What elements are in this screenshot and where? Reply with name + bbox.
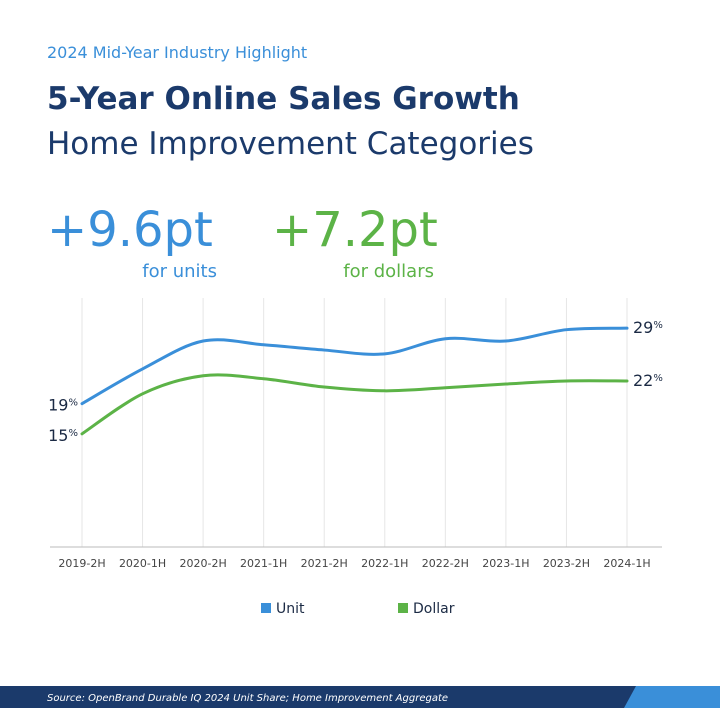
x-tick-label: 2022-2H [422,557,469,570]
legend-label: Dollar [413,601,455,617]
highlight-value: +9.6pt [47,202,213,258]
highlight-caption: for dollars [343,261,434,282]
chart-title: 5-Year Online Sales Growth [47,81,520,117]
x-tick-label: 2021-1H [240,557,287,570]
data-label: 29% [633,318,663,337]
series-line [80,326,629,406]
x-tick-label: 2020-1H [119,557,166,570]
footer-bar [0,686,640,708]
chart-subtitle: Home Improvement Categories [47,126,534,162]
data-label: 22% [633,371,663,390]
legend-swatch [398,603,408,613]
highlight-caption: for units [142,261,217,282]
x-tick-label: 2023-1H [482,557,529,570]
x-tick-label: 2024-1H [603,557,650,570]
series-line [80,373,629,436]
x-tick-label: 2020-2H [179,557,226,570]
legend-label: Unit [276,601,305,617]
x-tick-label: 2023-2H [543,557,590,570]
x-tick-label: 2019-2H [58,557,105,570]
source-note: Source: OpenBrand Durable IQ 2024 Unit S… [47,693,448,704]
legend-swatch [261,603,271,613]
highlight-value: +7.2pt [272,202,438,258]
eyebrow: 2024 Mid-Year Industry Highlight [47,43,307,62]
x-tick-label: 2021-2H [301,557,348,570]
footer-accent [624,686,720,708]
data-label: 15% [48,426,78,445]
data-label: 19% [48,396,78,415]
x-tick-label: 2022-1H [361,557,408,570]
